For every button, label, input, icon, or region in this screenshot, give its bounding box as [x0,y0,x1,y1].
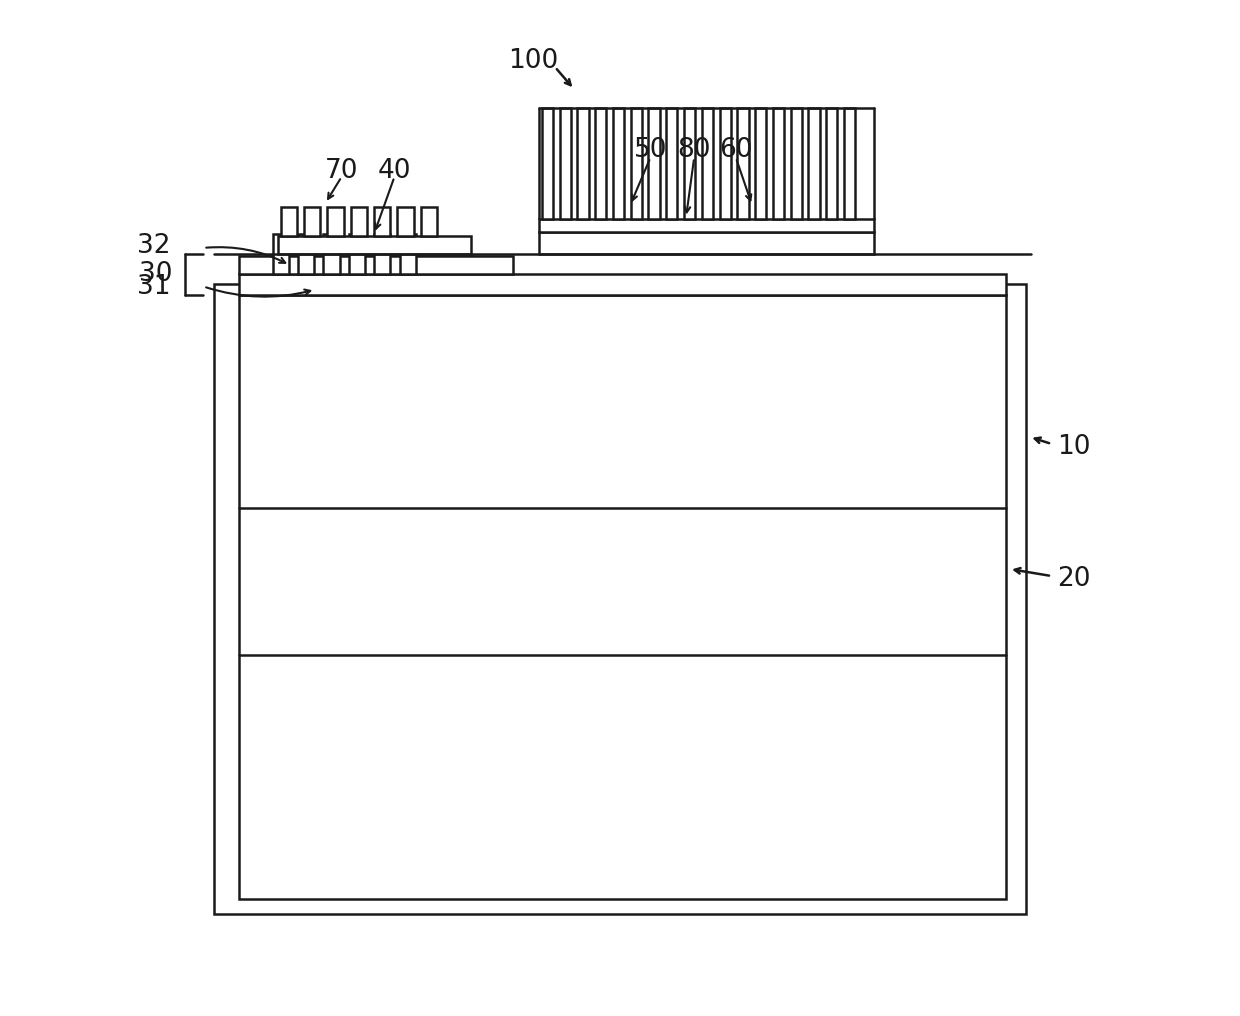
Bar [273,234,289,274]
Bar [791,108,802,219]
Bar [649,108,660,219]
Bar [538,219,874,232]
Bar [613,108,624,219]
Text: 70: 70 [325,157,358,184]
Text: 10: 10 [1056,434,1090,460]
Bar [631,108,642,219]
Text: 60: 60 [719,137,753,164]
Bar [398,207,414,236]
Text: 32: 32 [138,233,171,259]
Bar [844,108,856,219]
Bar [719,108,730,219]
Bar [538,232,874,254]
Bar [327,207,343,236]
Bar [213,284,1027,914]
Text: 31: 31 [138,273,171,300]
Bar [738,108,749,219]
Bar [420,207,438,236]
Bar [559,108,570,219]
Bar [542,108,553,219]
Text: 40: 40 [378,157,412,184]
Bar [239,274,1006,295]
Bar [278,236,471,254]
Bar [351,207,367,236]
Bar [280,207,296,236]
Bar [826,108,837,219]
Bar [808,108,820,219]
Bar [773,108,784,219]
Bar [666,108,677,219]
Text: 80: 80 [677,137,711,164]
Bar [298,234,314,274]
Bar [399,234,415,274]
Bar [348,234,365,274]
Bar [239,295,1006,899]
Bar [755,108,766,219]
Bar [684,108,696,219]
Bar [374,207,391,236]
Bar [578,108,589,219]
Bar [374,234,391,274]
Text: 30: 30 [139,261,172,288]
Bar [324,234,340,274]
Bar [702,108,713,219]
Bar [239,256,513,274]
Text: 100: 100 [508,48,559,74]
Bar [595,108,606,219]
Text: 50: 50 [634,137,667,164]
Bar [304,207,320,236]
Text: 20: 20 [1056,566,1090,592]
